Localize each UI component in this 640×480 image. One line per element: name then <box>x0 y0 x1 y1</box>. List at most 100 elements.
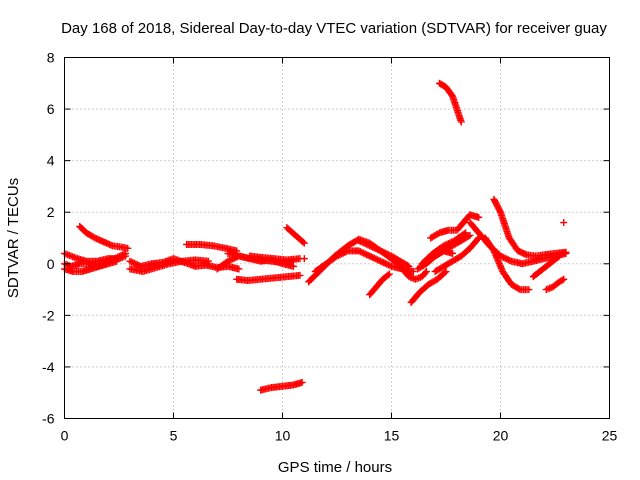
data-point <box>384 271 392 279</box>
data-point <box>298 378 306 386</box>
data-point <box>296 271 304 279</box>
data-point <box>342 248 350 256</box>
series-arc-w <box>427 211 483 242</box>
series-arc-x <box>431 234 483 276</box>
y-tick-label: -2 <box>42 307 55 323</box>
data-point <box>363 251 371 259</box>
series-arc-t <box>407 268 450 306</box>
data-point <box>111 255 119 263</box>
data-point <box>224 257 232 265</box>
series-arc-ac <box>481 234 533 294</box>
data-point <box>422 268 430 276</box>
data-point <box>364 251 372 259</box>
data-point <box>449 249 457 257</box>
data-point <box>359 239 367 247</box>
x-tick-label: 10 <box>275 428 291 444</box>
y-tick-label: 6 <box>47 101 55 117</box>
y-tick-labels: -6 -4 -2 0 2 4 6 8 <box>42 50 55 427</box>
series-arc-ae <box>542 275 568 294</box>
data-point <box>441 269 449 277</box>
data-point <box>403 262 411 270</box>
data-point <box>358 238 366 246</box>
data-point <box>525 286 533 294</box>
series-arc-ab <box>490 195 570 260</box>
data-point <box>558 276 566 284</box>
data-point <box>466 231 474 239</box>
data-point <box>380 259 388 267</box>
data-point <box>405 262 413 270</box>
data-point <box>381 249 389 257</box>
series-arc-j <box>233 271 304 285</box>
data-point <box>442 268 450 276</box>
x-tick-label: 15 <box>384 428 400 444</box>
grid-lines <box>64 57 610 419</box>
data-point <box>386 262 394 270</box>
data-point <box>341 248 349 256</box>
data-point <box>132 260 140 268</box>
data-point <box>117 252 125 260</box>
data-point <box>204 257 212 265</box>
data-point <box>369 254 377 262</box>
data-point <box>120 250 128 258</box>
data-point <box>503 255 511 263</box>
series-arc-ad <box>529 252 563 281</box>
data-point <box>336 251 344 259</box>
data-point <box>367 242 375 250</box>
data-point <box>506 256 514 264</box>
data-point <box>366 252 374 260</box>
plot-frame <box>64 57 610 419</box>
data-point <box>383 250 391 258</box>
data-point <box>515 285 523 293</box>
data-point <box>496 207 504 215</box>
data-point <box>475 213 483 221</box>
series-arc-z <box>435 79 465 126</box>
data-point <box>501 254 509 262</box>
data-point <box>114 253 122 261</box>
data-point <box>361 240 369 248</box>
axis-ticks <box>64 57 610 419</box>
data-point <box>384 261 392 269</box>
data-point <box>359 249 367 257</box>
data-point <box>355 237 363 245</box>
data-point <box>384 251 392 259</box>
data-point <box>378 248 386 256</box>
series-arc-af <box>560 219 568 227</box>
x-tick-label: 0 <box>61 428 69 444</box>
data-point <box>421 269 429 277</box>
data-point <box>366 242 374 250</box>
data-point <box>372 255 380 263</box>
data-point <box>339 249 347 257</box>
data-point <box>560 219 568 227</box>
series-arc-y <box>414 247 457 273</box>
y-tick-label: -4 <box>42 359 55 375</box>
data-point <box>124 244 132 252</box>
data-point <box>372 245 380 253</box>
data-point <box>380 248 388 256</box>
data-point <box>127 258 135 266</box>
y-tick-label: 2 <box>47 204 55 220</box>
data-point <box>500 254 508 262</box>
data-point <box>335 251 343 259</box>
data-point <box>378 258 386 266</box>
y-tick-label: -6 <box>42 411 55 427</box>
data-point <box>465 232 473 240</box>
chart-title: Day 168 of 2018, Sidereal Day-to-day VTE… <box>61 20 607 37</box>
data-point <box>373 245 381 253</box>
data-point <box>381 259 389 267</box>
series-arc-d <box>76 222 132 252</box>
series-arc-n <box>300 255 308 263</box>
data-point <box>129 259 137 267</box>
data-point <box>356 237 364 245</box>
series-arc-m <box>257 378 306 394</box>
series-arc-q <box>355 237 413 270</box>
y-tick-label: 0 <box>47 256 55 272</box>
x-tick-labels: 0 5 10 15 20 25 <box>61 428 618 444</box>
series-arc-f <box>126 256 212 276</box>
x-tick-label: 25 <box>602 428 618 444</box>
data-point <box>235 265 243 273</box>
data-point <box>356 248 364 256</box>
data-point <box>370 254 378 262</box>
y-tick-label: 8 <box>47 50 55 66</box>
data-point <box>555 252 563 260</box>
